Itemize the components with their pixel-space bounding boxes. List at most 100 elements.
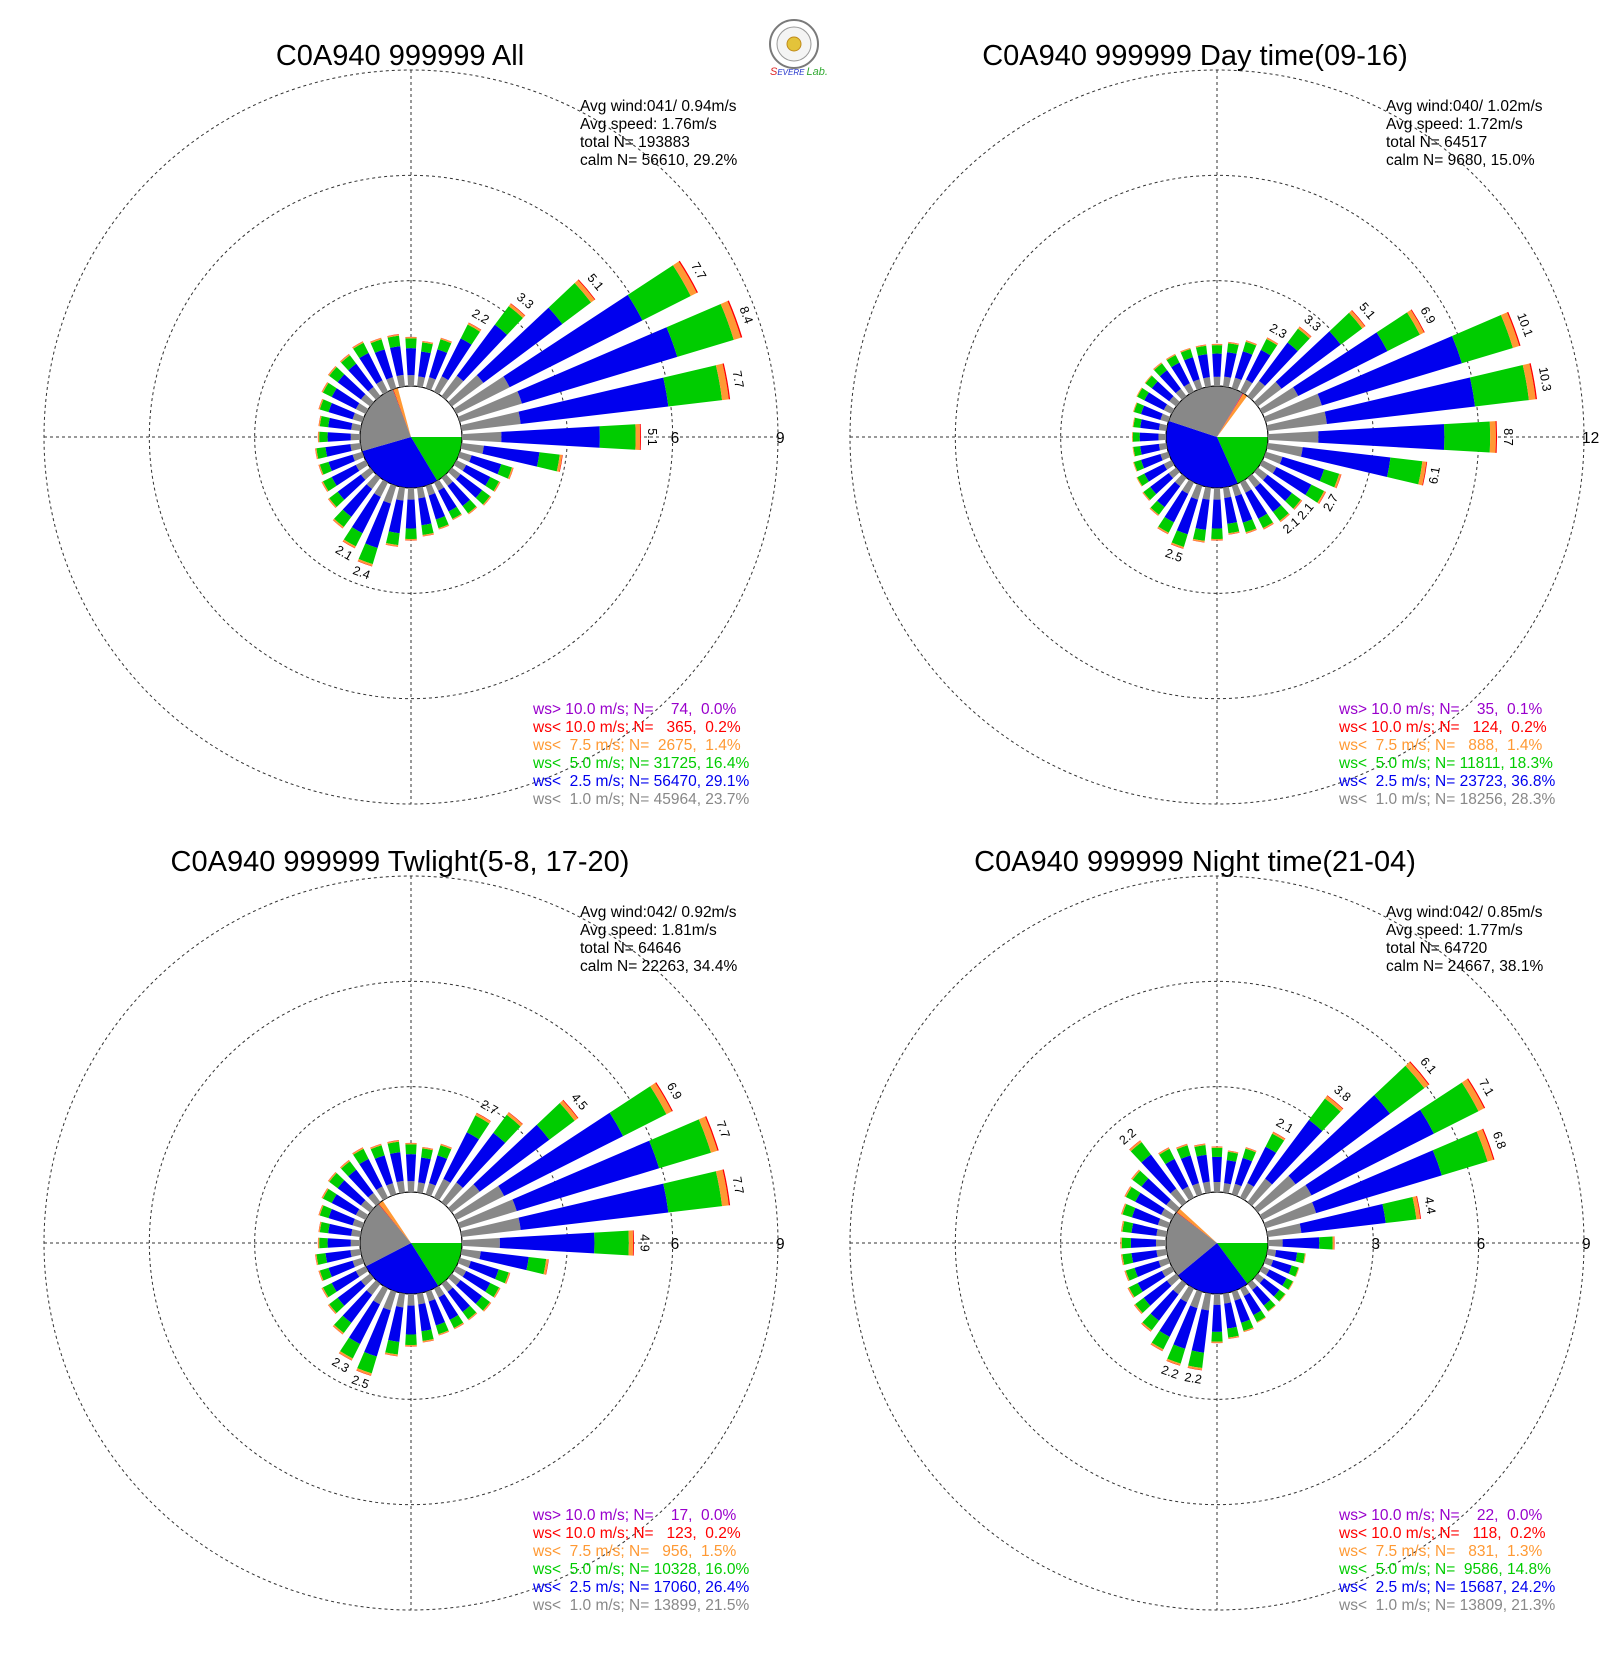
bar-segment-orange — [357, 558, 373, 567]
bar-segment-blue — [348, 363, 374, 392]
bar-segment-orange — [482, 1302, 492, 1312]
bar-segment-orange — [318, 431, 320, 443]
bar-segment-blue — [1159, 370, 1181, 394]
bar-segment-blue — [1173, 1305, 1198, 1349]
direction-bar — [327, 1171, 374, 1213]
bar-segment-green — [1382, 1196, 1417, 1224]
bar-segment-gray — [416, 1182, 425, 1194]
bar-segment-gray — [1263, 393, 1322, 423]
bar-segment-red — [370, 337, 382, 342]
bar-segment-gray — [425, 483, 436, 496]
bar-segment-orange — [1324, 1095, 1343, 1112]
bar-segment-red — [1422, 461, 1428, 486]
bar-segment-blue — [1144, 463, 1168, 482]
bar-segment-blue — [462, 1270, 491, 1292]
bar-segment-red — [1294, 500, 1303, 510]
bar-segment-blue — [1318, 424, 1445, 450]
direction-bar — [317, 431, 361, 443]
bar-segment-green — [1319, 1236, 1333, 1250]
bar-segment-gray — [407, 1293, 415, 1306]
bar-segment-green — [322, 382, 337, 398]
bar-segment-gray — [355, 1209, 369, 1221]
bar-segment-blue — [1247, 1146, 1277, 1187]
bar-segment-green — [405, 338, 417, 349]
bar-segment-orange — [328, 366, 337, 376]
direction-bar — [460, 1248, 549, 1275]
bar-segment-red — [1127, 1287, 1134, 1298]
bar-segment-green — [1121, 1237, 1131, 1249]
wind-rose-panel: C0A940 999999 All3692.23.35.17.78.47.75.… — [43, 40, 785, 808]
direction-bar — [1259, 1078, 1486, 1221]
direction-bar — [318, 398, 365, 423]
bar-segment-blue — [1176, 497, 1199, 535]
bar-segment-red — [1141, 1323, 1151, 1332]
bar-segment-gray — [1161, 1208, 1175, 1221]
bar-segment-blue — [501, 426, 600, 448]
bar-segment-gray — [1247, 1178, 1273, 1206]
direction-bar — [457, 1257, 511, 1284]
bar-segment-blue — [499, 1232, 595, 1254]
bar-segment-red — [352, 1147, 363, 1154]
bar-segment-gray — [1173, 1280, 1187, 1295]
bar-segment-green — [353, 342, 369, 359]
bar-segment-gray — [457, 451, 472, 463]
bar-segment-blue — [1197, 354, 1210, 379]
bar-segment-green — [340, 1337, 361, 1359]
bar-segment-green — [1142, 1313, 1159, 1331]
bar-segment-red — [722, 1169, 731, 1206]
bar-segment-orange — [1278, 1293, 1286, 1302]
bar-segment-gray — [1259, 387, 1299, 415]
bar-segment-red — [422, 534, 434, 537]
bar-segment-blue — [447, 481, 471, 507]
bar-segment-orange — [440, 337, 452, 344]
bar-segment-blue — [1137, 1270, 1166, 1292]
bar-segment-orange — [715, 363, 729, 401]
direction-bar — [453, 1265, 501, 1298]
direction-bar — [1136, 387, 1175, 415]
bar-segment-gray — [376, 380, 389, 395]
bar-segment-blue — [331, 464, 360, 486]
direction-bar — [1222, 341, 1239, 388]
direction-bar — [327, 1273, 374, 1315]
bar-segment-orange — [1192, 538, 1205, 543]
direction-bar — [318, 1204, 365, 1229]
bar-segment-blue — [374, 1155, 393, 1186]
legend-entry: ws< 1.0 m/s; N= 18256, 28.3% — [1338, 791, 1555, 808]
stat-total: total N= 64720 — [1386, 940, 1488, 957]
bar-segment-gray — [396, 486, 406, 501]
bar-segment-orange — [467, 322, 482, 332]
bar-segment-green — [1329, 312, 1363, 345]
bar-segment-gray — [457, 391, 522, 423]
bar-segment-blue — [405, 499, 417, 529]
bar-segment-orange — [385, 542, 399, 547]
bar-segment-red — [1326, 1095, 1344, 1110]
bar-segment-green — [1133, 417, 1142, 428]
bar-segment-red — [1246, 529, 1257, 534]
bar-segment-green — [1242, 341, 1257, 355]
direction-bar — [1144, 375, 1180, 407]
bar-segment-blue — [337, 1280, 366, 1306]
bar-segment-gray — [350, 442, 362, 451]
bar-segment-blue — [456, 1279, 483, 1304]
direction-bar — [1247, 474, 1290, 523]
direction-bar — [425, 337, 452, 391]
bar-segment-green — [663, 365, 723, 407]
direction-bar — [370, 1143, 397, 1197]
bar-segment-red — [1142, 492, 1150, 501]
bar-segment-gray — [460, 411, 521, 432]
bar-segment-orange — [1142, 491, 1151, 501]
bar-segment-red — [468, 1313, 478, 1321]
bar-segment-green — [316, 1253, 328, 1265]
bar-segment-gray — [1213, 1293, 1221, 1305]
bar-segment-red — [1121, 1203, 1126, 1215]
bar-segment-blue — [1245, 349, 1271, 384]
bar-value-label: 6.1 — [1426, 466, 1443, 486]
bar-segment-gray — [1259, 1265, 1270, 1276]
bar-value-label: 10.3 — [1536, 366, 1554, 392]
bar-value-label: 7.7 — [713, 1119, 732, 1140]
bar-segment-gray — [360, 1200, 374, 1213]
bar-segment-red — [318, 1270, 323, 1282]
stat-avg-wind: Avg wind:041/ 0.94m/s — [580, 98, 737, 115]
bar-segment-green — [319, 461, 332, 475]
bar-segment-orange — [328, 1304, 337, 1314]
